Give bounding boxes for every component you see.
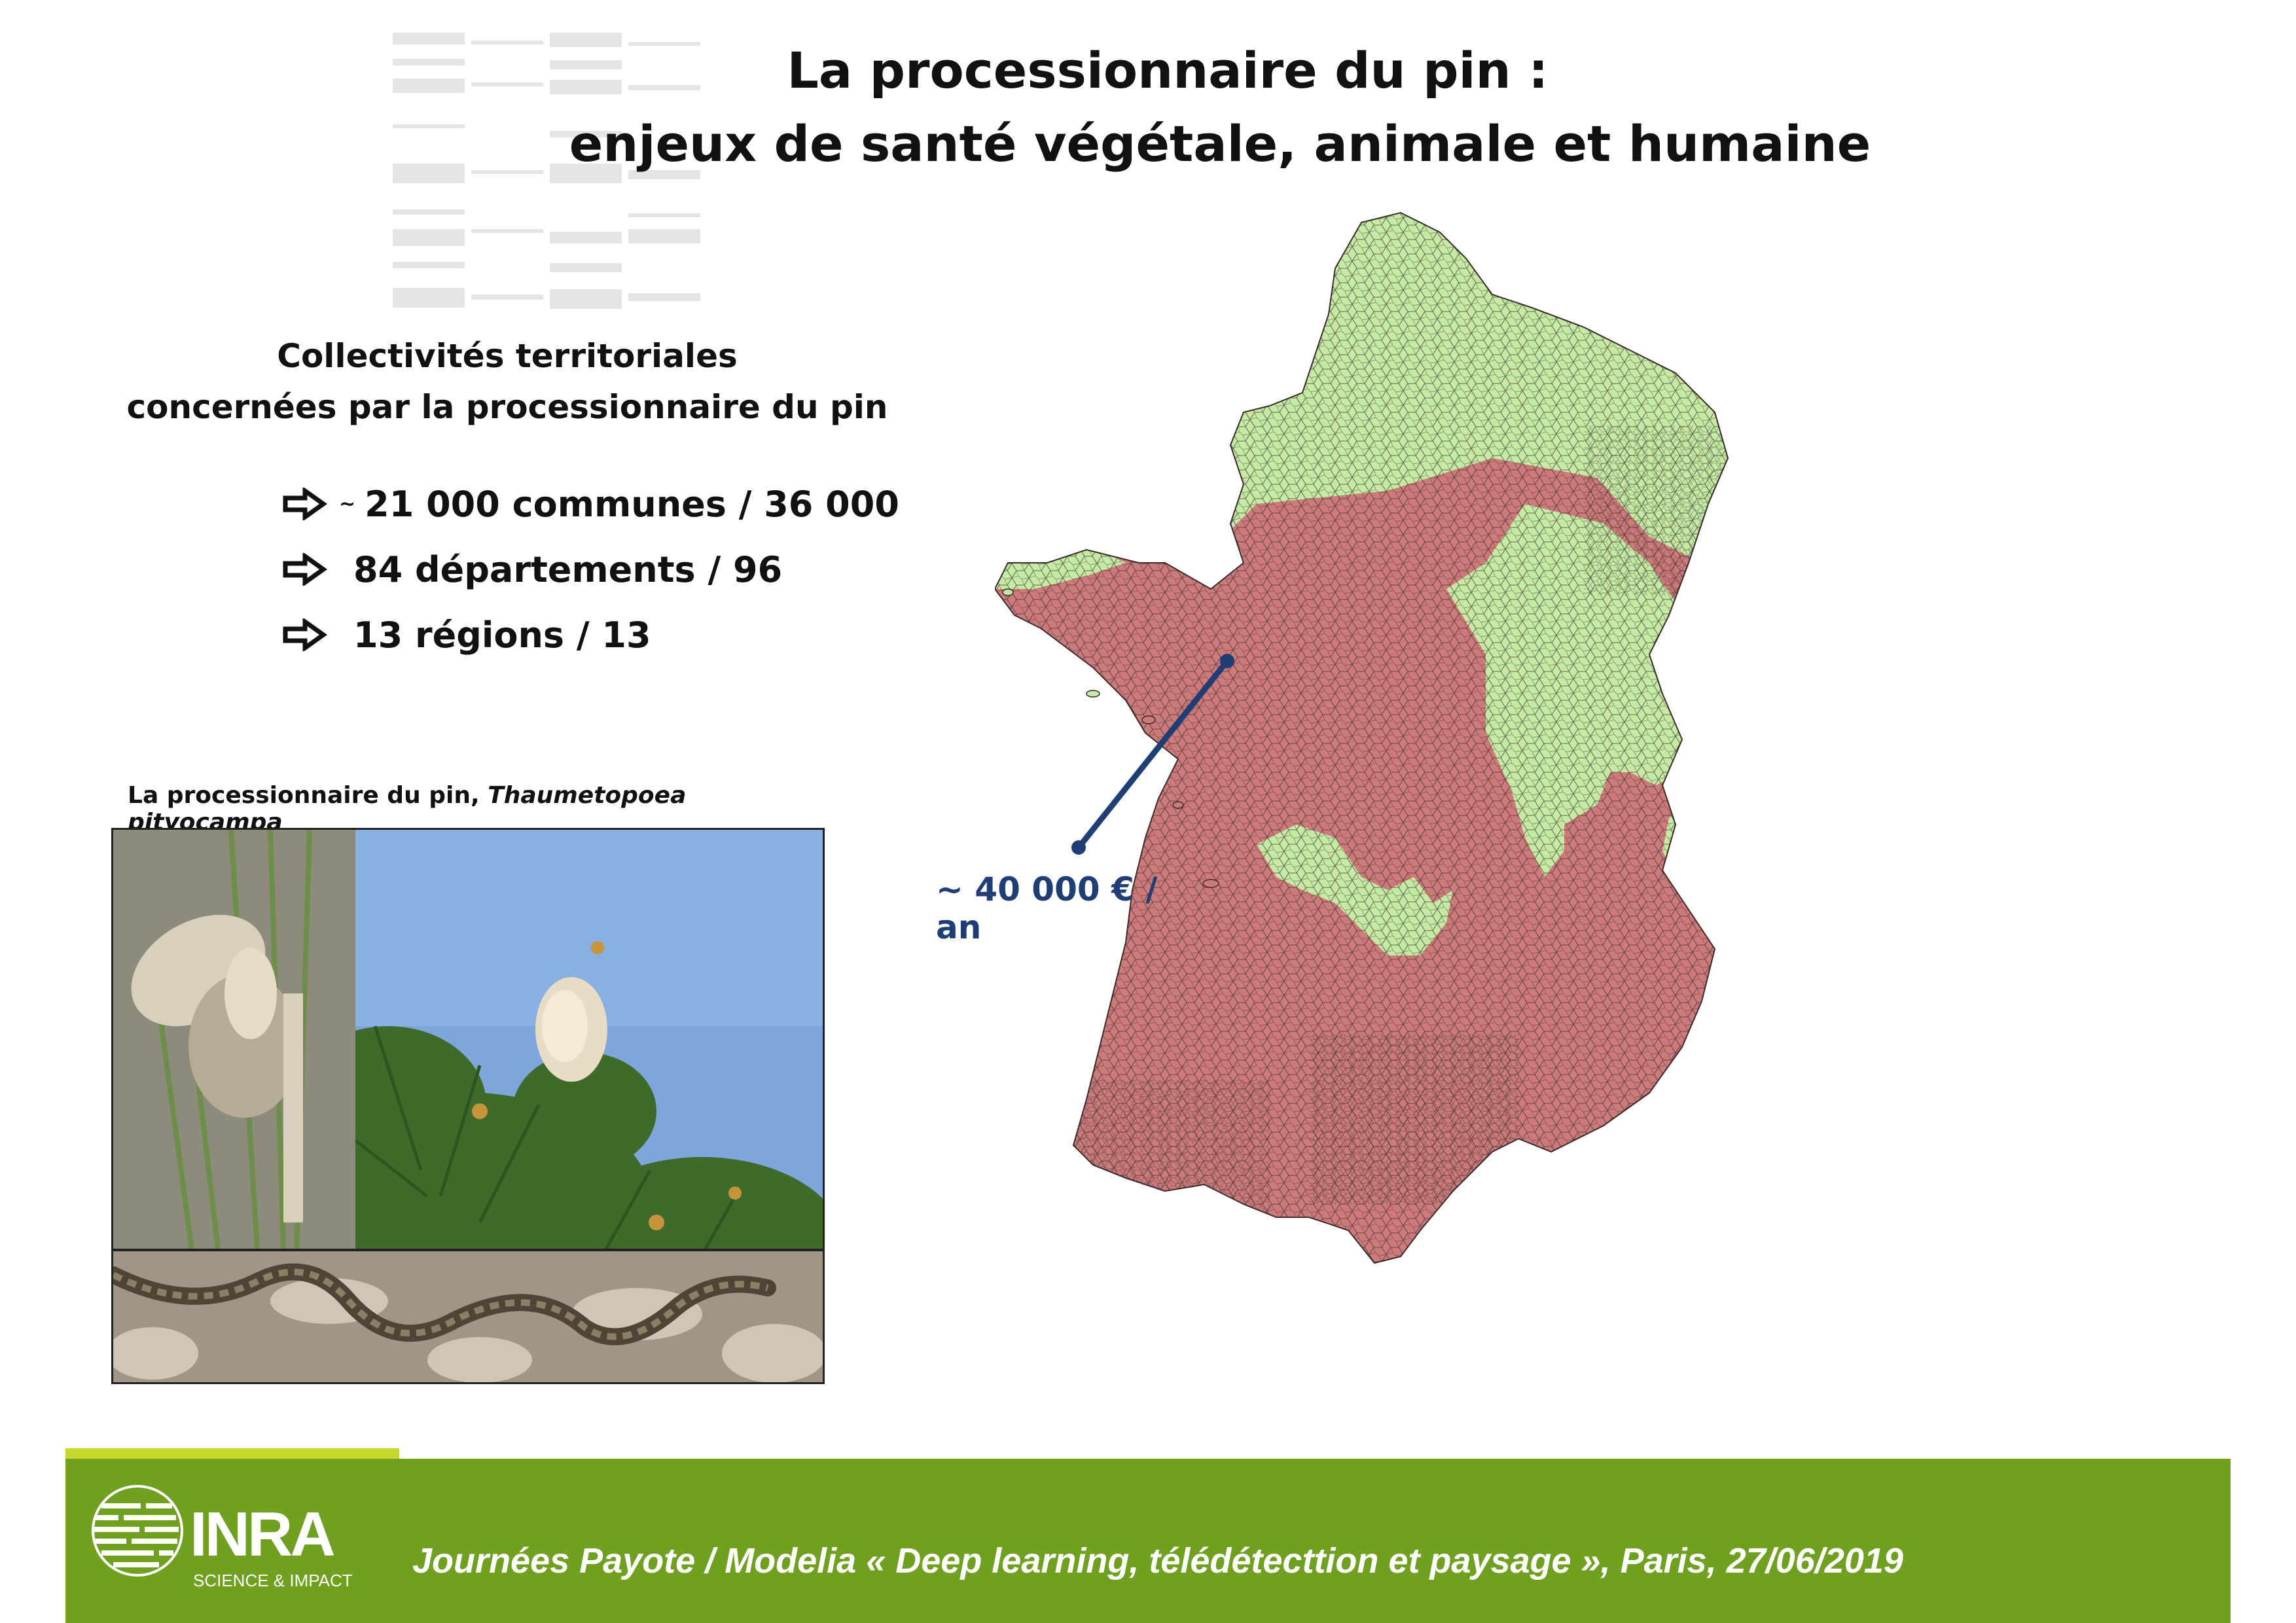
stat-prefix: ~ [339,492,356,516]
france-commune-map [995,212,1729,1264]
stats-heading-line-2: concernées par la processionnaire du pin [126,388,888,426]
inra-logo: INRA SCIENCE & IMPACT [92,1485,353,1590]
stat-item-regions: 13 régions / 13 [281,602,936,668]
logo-wordmark: INRA [190,1499,334,1569]
stat-text: 13 régions / 13 [353,614,651,656]
stats-heading-line-1: Collectivités territoriales [277,337,738,375]
decorative-bars [393,33,700,309]
moth-photo [113,830,355,1249]
caterpillar-procession-photo [113,1249,823,1382]
stat-text: 21 000 communes / 36 000 [365,483,899,525]
stat-item-communes: ~ 21 000 communes / 36 000 [281,471,936,537]
logo-tagline: SCIENCE & IMPACT [193,1571,353,1590]
title-line-1: La processionnaire du pin : [787,41,1549,99]
slide-title: La processionnaire du pin : enjeux de sa… [0,34,2296,181]
hollow-arrow-right-icon [283,488,327,520]
photo-caption-plain: La processionnaire du pin, [128,782,488,809]
cost-annotation: ~ 40 000 € / an [936,870,1158,946]
caterpillar-photo-collage [111,828,825,1384]
title-line-2: enjeux de santé végétale, animale et hum… [569,115,1871,173]
footer-accent-bar [65,1448,399,1459]
footer-bar: INRA SCIENCE & IMPACT Journées Payote / … [65,1459,2231,1623]
stats-heading: Collectivités territoriales concernées p… [115,330,900,433]
hollow-arrow-right-icon [283,618,327,651]
stat-text: 84 départements / 96 [353,548,783,590]
hollow-arrow-right-icon [283,553,327,586]
stat-item-departements: 84 départements / 96 [281,537,936,602]
stats-list: ~ 21 000 communes / 36 000 84 départemen… [281,471,936,668]
footer-event-text: Journées Payote / Modelia « Deep learnin… [412,1541,1903,1580]
